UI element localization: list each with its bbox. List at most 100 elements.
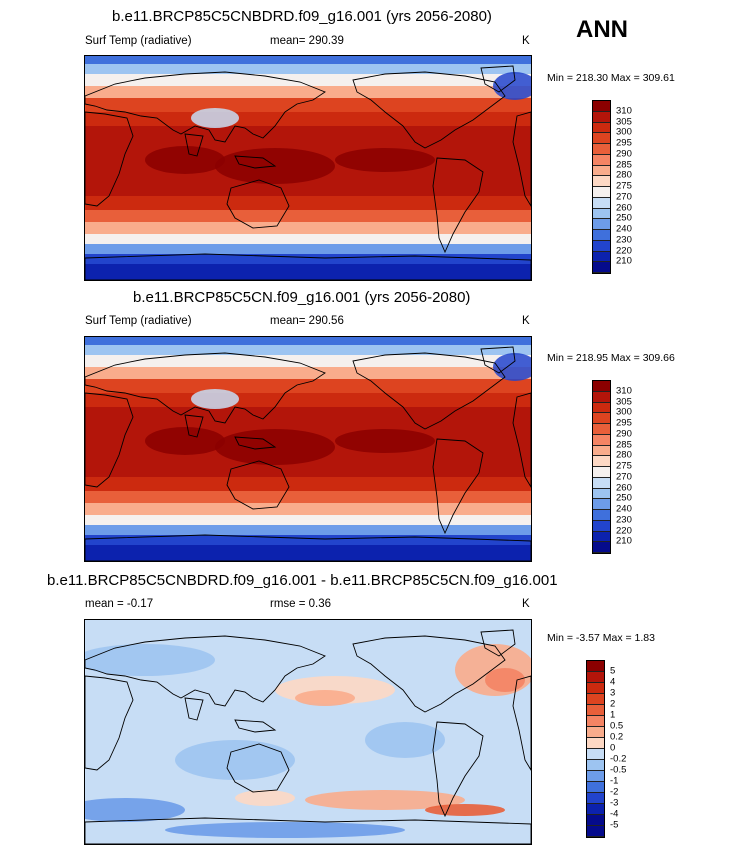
panel2-colorbar — [592, 380, 611, 554]
colorbar-box — [593, 219, 610, 230]
colorbar-box — [593, 176, 610, 187]
panel1-temperature-map — [84, 55, 532, 281]
colorbar-box — [593, 208, 610, 220]
panel3-units: K — [522, 598, 530, 610]
colorbar-box — [593, 391, 610, 403]
colorbar-box — [587, 727, 604, 738]
colorbar-box — [593, 133, 610, 144]
panel3-rmse: rmse = 0.36 — [270, 598, 332, 610]
colorbar-box — [587, 804, 604, 815]
colorbar-label: 305 — [616, 396, 632, 407]
colorbar-box — [593, 230, 610, 241]
coastlines — [85, 65, 531, 280]
coastlines — [85, 629, 531, 844]
colorbar-box — [587, 738, 604, 749]
colorbar-label: 210 — [616, 535, 632, 547]
colorbar-box — [593, 520, 610, 532]
colorbar-label: -1 — [610, 775, 619, 787]
panel2-title: b.e11.BRCP85C5CN.f09_g16.001 (yrs 2056-2… — [133, 289, 471, 306]
colorbar-label: 275 — [616, 180, 632, 192]
colorbar-box — [587, 716, 604, 727]
temperature-field — [85, 56, 531, 280]
colorbar-box — [593, 467, 610, 478]
colorbar-label: 2 — [610, 698, 616, 710]
panel1-colorbar — [592, 100, 611, 274]
colorbar-label: 300 — [616, 126, 632, 138]
panel1-variable: Surf Temp (radiative) — [85, 35, 192, 47]
colorbar-box — [593, 240, 610, 252]
colorbar-label: -4 — [610, 808, 619, 820]
panel3-minmax: Min = -3.57 Max = 1.83 — [547, 632, 655, 644]
colorbar-label: 260 — [616, 482, 632, 493]
colorbar-box — [593, 424, 610, 435]
colorbar-label: 275 — [616, 460, 632, 472]
colorbar-label: 290 — [616, 428, 632, 440]
colorbar-label: 220 — [616, 245, 632, 256]
colorbar-label: 3 — [610, 687, 616, 699]
colorbar-box — [593, 101, 610, 112]
colorbar-label: 250 — [616, 492, 632, 504]
colorbar-box — [593, 111, 610, 123]
colorbar-label: 220 — [616, 525, 632, 536]
panel2-units: K — [522, 315, 530, 327]
difference-field — [85, 620, 531, 844]
colorbar-label: 230 — [616, 514, 632, 526]
colorbar-label: 280 — [616, 169, 632, 181]
colorbar-box — [593, 499, 610, 510]
colorbar-label: 0.5 — [610, 720, 624, 732]
panel3-title: b.e11.BRCP85C5CNBDRD.f09_g16.001 - b.e11… — [47, 572, 558, 589]
colorbar-label: 285 — [616, 159, 632, 170]
colorbar-label: 5 — [610, 665, 616, 677]
colorbar-box — [587, 782, 604, 793]
colorbar-label: 230 — [616, 234, 632, 246]
colorbar-label: 310 — [616, 385, 632, 397]
colorbar-label: 0.2 — [610, 731, 624, 743]
colorbar-box — [593, 488, 610, 500]
colorbar-box — [593, 456, 610, 467]
colorbar-box — [593, 251, 610, 263]
panel3-colorbar — [586, 660, 605, 838]
colorbar-box — [587, 683, 604, 694]
colorbar-label: 240 — [616, 503, 632, 515]
coastlines — [85, 346, 531, 561]
colorbar-label: -3 — [610, 797, 619, 809]
panel2-minmax: Min = 218.95 Max = 309.66 — [547, 352, 675, 364]
colorbar-label: 300 — [616, 406, 632, 418]
colorbar-box — [593, 531, 610, 543]
colorbar-box — [587, 705, 604, 716]
colorbar-box — [587, 771, 604, 782]
colorbar-box — [593, 434, 610, 446]
colorbar-label: 295 — [616, 417, 632, 429]
panel2-mean: mean= 290.56 — [270, 315, 344, 327]
colorbar-label: 0 — [610, 742, 616, 754]
colorbar-box — [587, 826, 604, 837]
colorbar-box — [593, 381, 610, 392]
colorbar-label: 310 — [616, 105, 632, 117]
colorbar-label: -2 — [610, 786, 619, 798]
colorbar-box — [587, 815, 604, 826]
panel1-mean: mean= 290.39 — [270, 35, 344, 47]
panel1-units: K — [522, 35, 530, 47]
colorbar-label: 210 — [616, 255, 632, 267]
colorbar-label: 4 — [610, 676, 616, 688]
colorbar-label: 260 — [616, 202, 632, 213]
colorbar-label: 295 — [616, 137, 632, 149]
panel1-minmax: Min = 218.30 Max = 309.61 — [547, 72, 675, 84]
colorbar-box — [593, 262, 610, 273]
colorbar-box — [587, 661, 604, 672]
colorbar-box — [587, 793, 604, 804]
colorbar-box — [593, 542, 610, 553]
colorbar-label: 250 — [616, 212, 632, 224]
colorbar-box — [593, 402, 610, 414]
panel1-title: b.e11.BRCP85C5CNBDRD.f09_g16.001 (yrs 20… — [112, 8, 492, 25]
colorbar-label: 270 — [616, 191, 632, 203]
colorbar-box — [593, 154, 610, 166]
colorbar-box — [593, 477, 610, 489]
colorbar-label: 285 — [616, 439, 632, 450]
colorbar-box — [593, 165, 610, 177]
colorbar-label: -5 — [610, 819, 619, 831]
colorbar-label: 1 — [610, 709, 616, 721]
panel3-mean: mean = -0.17 — [85, 598, 154, 610]
colorbar-label: -0.2 — [610, 753, 627, 765]
colorbar-label: -0.5 — [610, 764, 627, 776]
